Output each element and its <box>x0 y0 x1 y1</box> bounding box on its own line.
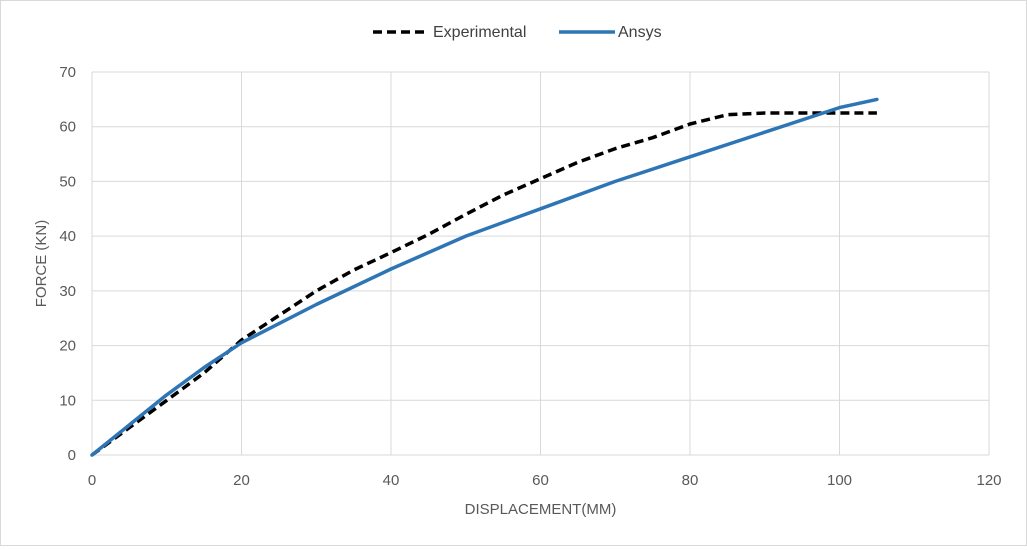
legend-label-ansys: Ansys <box>618 24 662 41</box>
legend-label-experimental: Experimental <box>433 24 526 41</box>
x-tick-label: 100 <box>827 472 852 489</box>
series-line-experimental <box>90 111 877 457</box>
series-layer <box>90 97 879 457</box>
series-line-ansys <box>90 97 879 457</box>
y-tick-label: 60 <box>59 119 76 136</box>
y-axis-title: FORCE (KN) <box>33 220 50 308</box>
legend: Experimental Ansys <box>373 24 662 41</box>
x-tick-label: 20 <box>233 472 250 489</box>
y-tick-label: 40 <box>59 228 76 245</box>
y-tick-label: 70 <box>59 64 76 81</box>
gridlines <box>91 71 990 456</box>
y-tick-label: 20 <box>59 338 76 355</box>
x-tick-label: 40 <box>383 472 400 489</box>
x-tick-label: 60 <box>532 472 549 489</box>
x-tick-label: 120 <box>976 472 1001 489</box>
tick-labels: 0 10 20 30 40 50 60 70 0 20 40 60 80 100 120 <box>59 64 1001 489</box>
x-axis-title: DISPLACEMENT(MM) <box>465 501 617 518</box>
y-tick-label: 50 <box>59 173 76 190</box>
y-tick-label: 0 <box>68 447 76 464</box>
x-tick-label: 80 <box>682 472 699 489</box>
y-tick-label: 30 <box>59 283 76 300</box>
x-tick-label: 0 <box>88 472 96 489</box>
y-tick-label: 10 <box>59 392 76 409</box>
